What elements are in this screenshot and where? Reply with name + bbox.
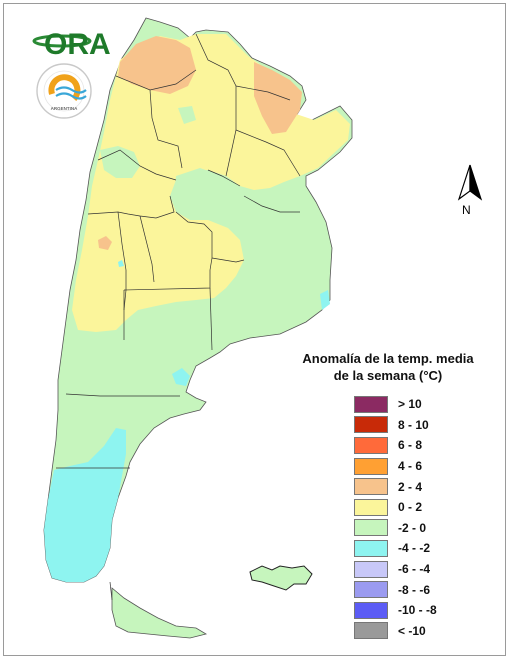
legend-swatch bbox=[354, 498, 388, 516]
region-green-central bbox=[174, 168, 238, 222]
region-2-4-northwest bbox=[118, 36, 196, 94]
legend-item: -2 - 0 bbox=[354, 518, 506, 539]
legend-title-line1: Anomalía de la temp. media bbox=[302, 351, 474, 366]
legend-item: < -10 bbox=[354, 621, 506, 642]
legend-swatch bbox=[354, 457, 388, 475]
legend-item: > 10 bbox=[354, 394, 506, 415]
legend-item: 0 - 2 bbox=[354, 497, 506, 518]
north-label: N bbox=[462, 203, 471, 217]
north-arrow-icon bbox=[457, 164, 483, 201]
logo-swoosh bbox=[32, 34, 92, 48]
legend-label: 2 - 4 bbox=[398, 479, 423, 494]
tierra-del-fuego bbox=[111, 587, 208, 639]
legend-swatch bbox=[354, 601, 388, 619]
region-cyan-coast-1 bbox=[172, 368, 190, 386]
region-cyan-dot bbox=[118, 260, 124, 267]
legend-label: 8 - 10 bbox=[398, 417, 429, 432]
legend-item: -4 - -2 bbox=[354, 538, 506, 559]
legend-swatch bbox=[354, 478, 388, 496]
legend-label: -8 - -6 bbox=[398, 582, 431, 597]
legend-label: 0 - 2 bbox=[398, 500, 423, 515]
legend-swatch bbox=[354, 416, 388, 434]
legend: Anomalía de la temp. media de la semana … bbox=[270, 350, 506, 641]
legend-swatch bbox=[354, 622, 388, 640]
province-boundaries bbox=[56, 33, 301, 601]
legend-swatch bbox=[354, 436, 388, 454]
legend-list: > 10 8 - 10 6 - 8 4 - 6 2 - 4 0 - 2 -2 -… bbox=[354, 394, 506, 641]
legend-swatch bbox=[354, 395, 388, 413]
legend-item: -6 - -4 bbox=[354, 559, 506, 580]
legend-title-line2: de la semana (°C) bbox=[333, 368, 443, 383]
seal-country-text: ARGENTINA bbox=[51, 106, 78, 111]
legend-label: -6 - -4 bbox=[398, 562, 431, 577]
region-green-small bbox=[178, 106, 196, 124]
region-cyan-coast-2 bbox=[320, 290, 330, 310]
legend-label: < -10 bbox=[398, 623, 426, 638]
legend-swatch bbox=[354, 519, 388, 537]
legend-label: -10 - -8 bbox=[398, 603, 437, 618]
region-cyan-patagonia bbox=[44, 428, 126, 582]
ora-logo: ORA bbox=[32, 28, 111, 61]
legend-item: 2 - 4 bbox=[354, 476, 506, 497]
legend-item: 4 - 6 bbox=[354, 456, 506, 477]
logo-brand-text: ORA bbox=[44, 28, 111, 61]
region-2-4-west-spot bbox=[98, 236, 112, 250]
legend-label: 6 - 8 bbox=[398, 438, 423, 453]
smn-seal-logo: ARGENTINA bbox=[36, 63, 92, 119]
legend-item: -10 - -8 bbox=[354, 600, 506, 621]
region-2-4-northeast bbox=[254, 62, 302, 134]
legend-label: -4 - -2 bbox=[398, 541, 431, 556]
legend-swatch bbox=[354, 539, 388, 557]
legend-swatch bbox=[354, 581, 388, 599]
region-green-northwest bbox=[100, 146, 140, 178]
map-frame bbox=[3, 3, 506, 656]
legend-swatch bbox=[354, 560, 388, 578]
legend-label: 4 - 6 bbox=[398, 459, 423, 474]
legend-label: -2 - 0 bbox=[398, 520, 427, 535]
legend-item: 6 - 8 bbox=[354, 435, 506, 456]
legend-label: > 10 bbox=[398, 397, 422, 412]
malvinas-islands bbox=[249, 565, 313, 591]
legend-item: -8 - -6 bbox=[354, 579, 506, 600]
legend-item: 8 - 10 bbox=[354, 415, 506, 436]
